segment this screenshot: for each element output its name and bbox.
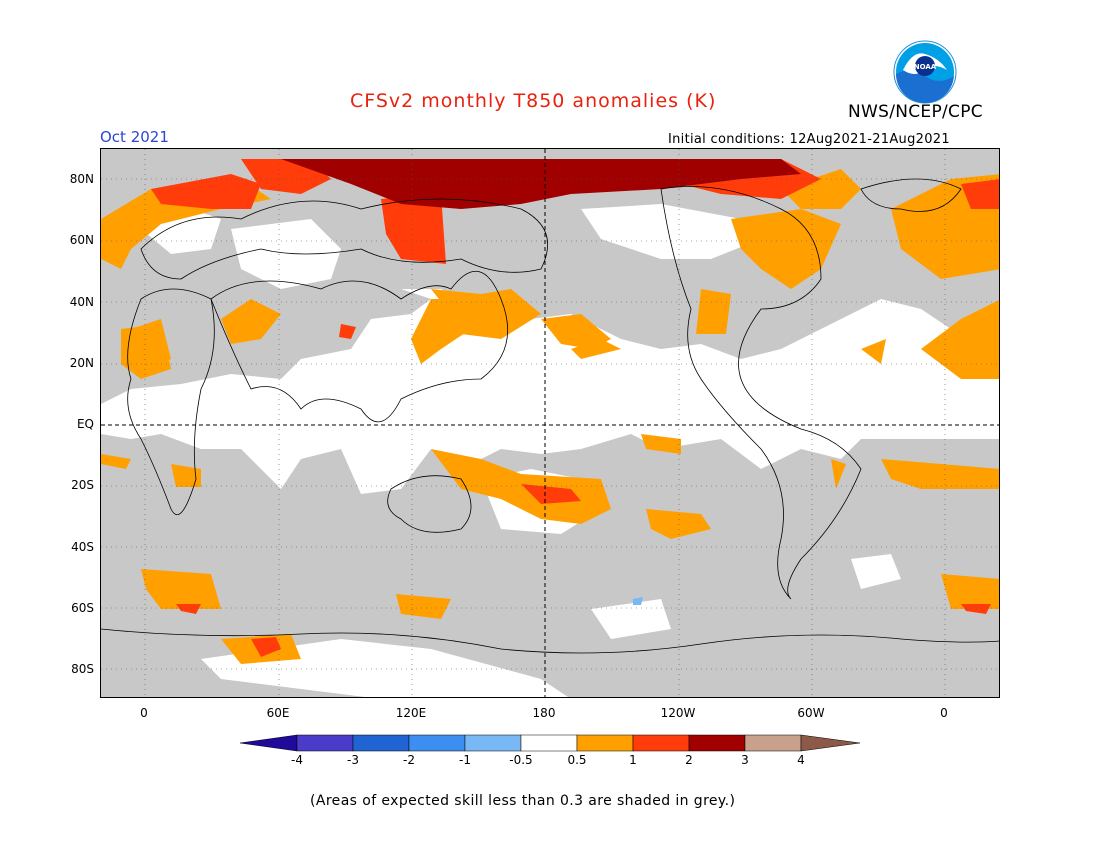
lon-label: 60E	[266, 706, 290, 720]
lon-label: 0	[140, 706, 148, 720]
colorbar	[240, 734, 861, 752]
coastlines	[101, 178, 999, 654]
graticule	[101, 149, 999, 697]
lat-label: 80N	[69, 172, 94, 186]
colorbar-segment	[688, 734, 746, 752]
colorbar-segment	[800, 734, 861, 752]
colorbar-segment	[576, 734, 634, 752]
lon-label: 60W	[797, 706, 825, 720]
initial-conditions: Initial conditions: 12Aug2021-21Aug2021	[668, 132, 950, 147]
colorbar-tick: 0.5	[567, 753, 587, 767]
noaa-logo: NOAA	[893, 40, 957, 104]
colorbar-segment	[296, 734, 354, 752]
equator-and-dateline	[101, 149, 999, 697]
colorbar-tick: 4	[797, 753, 805, 767]
map-canvas	[101, 149, 999, 697]
forecast-month: Oct 2021	[100, 128, 169, 146]
anomaly-map	[100, 148, 1000, 698]
map-title: CFSv2 monthly T850 anomalies (K)	[350, 90, 717, 112]
lat-label: 80S	[71, 662, 94, 676]
colorbar-tick: -4	[291, 753, 303, 767]
colorbar-segment	[352, 734, 410, 752]
colorbar-segment	[520, 734, 578, 752]
skill-footnote: (Areas of expected skill less than 0.3 a…	[310, 793, 736, 809]
lat-label: 40N	[69, 295, 94, 309]
lon-label: 180	[532, 706, 556, 720]
anomaly-neg-0.5-1	[633, 597, 643, 605]
lon-label: 120W	[660, 706, 696, 720]
agency-label: NWS/NCEP/CPC	[848, 102, 983, 122]
colorbar-tick: -3	[347, 753, 359, 767]
colorbar-segment	[632, 734, 690, 752]
lon-label: 0	[940, 706, 948, 720]
lat-label: 20S	[71, 478, 94, 492]
colorbar-tick: 2	[685, 753, 693, 767]
lat-label: EQ	[76, 417, 94, 431]
colorbar-segment	[464, 734, 522, 752]
lat-label: 20N	[69, 356, 94, 370]
anomaly-2-3	[281, 159, 801, 209]
lat-label: 60S	[71, 601, 94, 615]
lat-label: 60N	[69, 233, 94, 247]
colorbar-segment	[408, 734, 466, 752]
colorbar-tick: -0.5	[509, 753, 533, 767]
lat-label: 40S	[71, 540, 94, 554]
colorbar-tick: -1	[459, 753, 471, 767]
colorbar-tick: -2	[403, 753, 415, 767]
colorbar-tick: 3	[741, 753, 749, 767]
noaa-logo-text: NOAA	[914, 63, 937, 71]
lon-label: 120E	[395, 706, 427, 720]
colorbar-tick: 1	[629, 753, 637, 767]
colorbar-segment	[744, 734, 802, 752]
colorbar-segment	[240, 734, 298, 752]
